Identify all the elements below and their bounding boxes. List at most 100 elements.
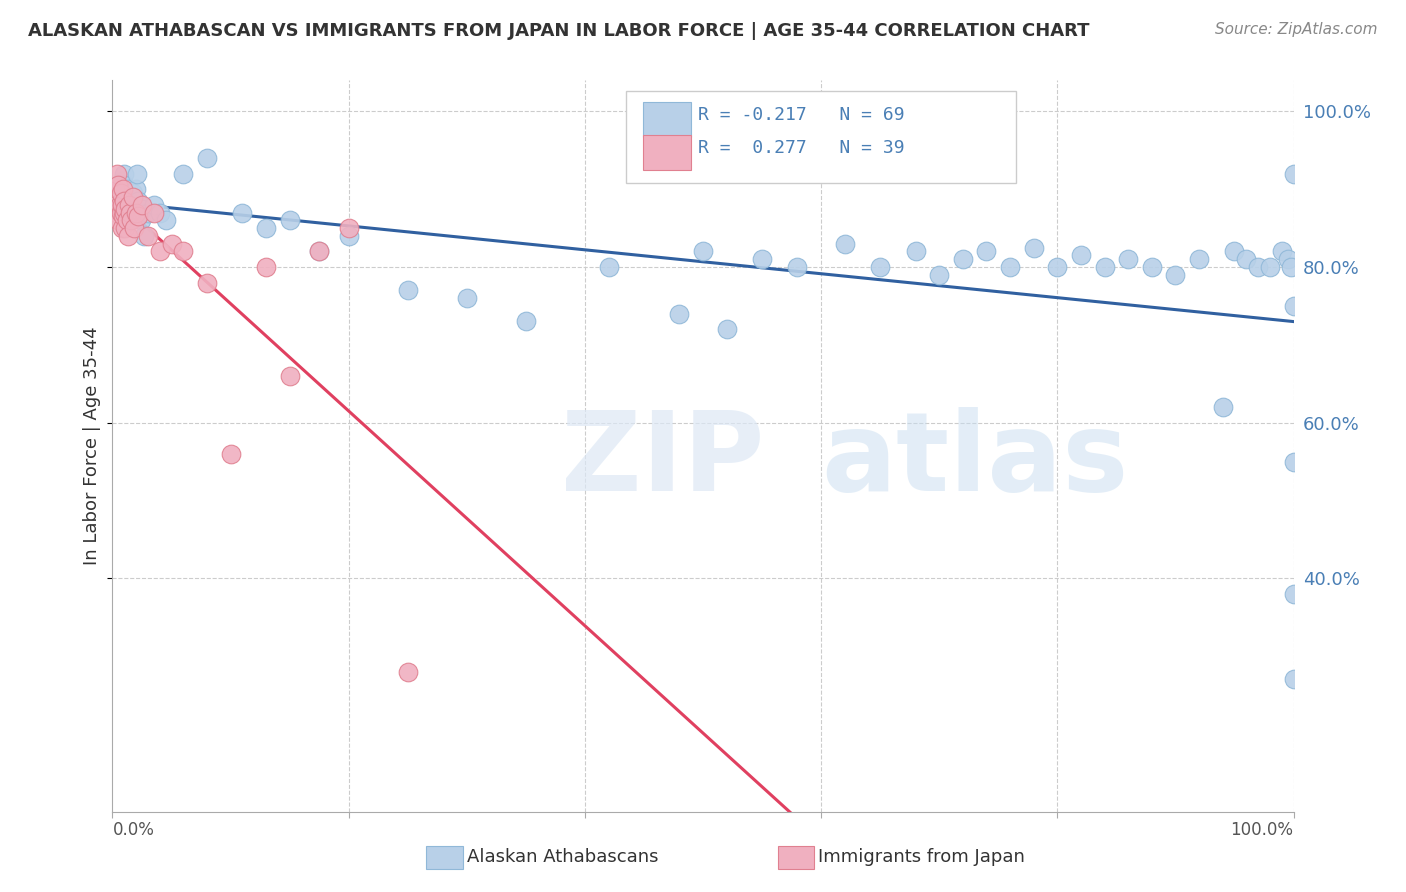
Point (111, 198, 134, 212)
Point (115, 202, 138, 216)
Point (127, 210, 149, 224)
Point (125, 205, 148, 219)
Point (1094, 260, 1116, 274)
Point (111, 221, 134, 235)
Point (105, 198, 128, 212)
Point (118, 198, 141, 212)
Text: 100.0%: 100.0% (1230, 821, 1294, 839)
Text: R = -0.217   N = 69: R = -0.217 N = 69 (699, 106, 905, 124)
Point (136, 205, 159, 219)
Point (396, 665, 419, 679)
Point (121, 186, 143, 200)
Point (107, 205, 129, 219)
Point (114, 190, 136, 204)
Point (998, 260, 1021, 274)
Point (668, 307, 690, 321)
Point (692, 244, 714, 259)
Point (131, 198, 153, 212)
Point (121, 190, 143, 204)
Point (120, 213, 142, 227)
Y-axis label: In Labor Force | Age 35-44: In Labor Force | Age 35-44 (83, 326, 101, 566)
Point (125, 182, 148, 196)
Point (231, 205, 253, 219)
Point (976, 244, 998, 259)
Point (107, 213, 129, 227)
Point (1282, 299, 1305, 313)
Point (195, 151, 218, 165)
Point (105, 167, 128, 181)
Point (127, 167, 149, 181)
Point (786, 260, 808, 274)
Point (1070, 248, 1092, 262)
Point (219, 447, 242, 461)
Point (112, 194, 135, 208)
Text: Immigrants from Japan: Immigrants from Japan (818, 848, 1025, 866)
Point (120, 205, 142, 219)
Point (1223, 244, 1246, 259)
Point (120, 205, 142, 219)
Point (117, 228, 139, 243)
Point (1282, 454, 1305, 468)
Point (112, 210, 135, 224)
Point (869, 260, 891, 274)
Point (1282, 673, 1305, 687)
Point (110, 198, 132, 212)
Point (110, 205, 132, 219)
Point (308, 244, 330, 259)
Point (928, 268, 950, 282)
Point (1277, 252, 1299, 267)
Point (278, 213, 301, 227)
Point (716, 322, 738, 336)
Point (124, 210, 146, 224)
Point (515, 314, 537, 328)
Point (598, 260, 620, 274)
Point (114, 202, 136, 216)
Point (1271, 244, 1294, 259)
Point (108, 198, 131, 212)
Point (115, 213, 138, 227)
Point (1234, 252, 1257, 267)
Point (1022, 241, 1045, 255)
Point (1258, 260, 1281, 274)
Point (1188, 252, 1211, 267)
Point (112, 178, 135, 193)
Point (195, 276, 218, 290)
Point (122, 221, 145, 235)
Point (149, 244, 172, 259)
Point (1247, 260, 1270, 274)
Text: Alaskan Athabascans: Alaskan Athabascans (467, 848, 658, 866)
Point (834, 236, 856, 251)
Point (1164, 268, 1187, 282)
Point (136, 228, 159, 243)
Text: ALASKAN ATHABASCAN VS IMMIGRANTS FROM JAPAN IN LABOR FORCE | AGE 35-44 CORRELATI: ALASKAN ATHABASCAN VS IMMIGRANTS FROM JA… (28, 22, 1090, 40)
Point (308, 244, 330, 259)
Text: atlas: atlas (821, 407, 1129, 514)
Point (127, 194, 149, 208)
Point (149, 205, 172, 219)
Point (254, 260, 277, 274)
Text: 0.0%: 0.0% (112, 821, 155, 839)
Point (128, 205, 150, 219)
Point (1212, 400, 1234, 414)
Text: ZIP: ZIP (561, 407, 765, 514)
Point (1279, 260, 1302, 274)
Point (337, 221, 360, 235)
Point (952, 252, 974, 267)
Point (396, 284, 419, 298)
Point (107, 178, 129, 193)
Point (172, 244, 194, 259)
Point (129, 213, 152, 227)
Point (112, 182, 135, 196)
Point (254, 221, 277, 235)
Point (155, 213, 177, 227)
Point (114, 221, 136, 235)
Point (112, 205, 135, 219)
Point (160, 236, 183, 251)
Point (172, 167, 194, 181)
Point (104, 182, 127, 196)
Point (1282, 587, 1305, 601)
Point (111, 174, 134, 188)
Point (110, 186, 132, 200)
Point (120, 194, 142, 208)
FancyBboxPatch shape (626, 91, 1017, 183)
